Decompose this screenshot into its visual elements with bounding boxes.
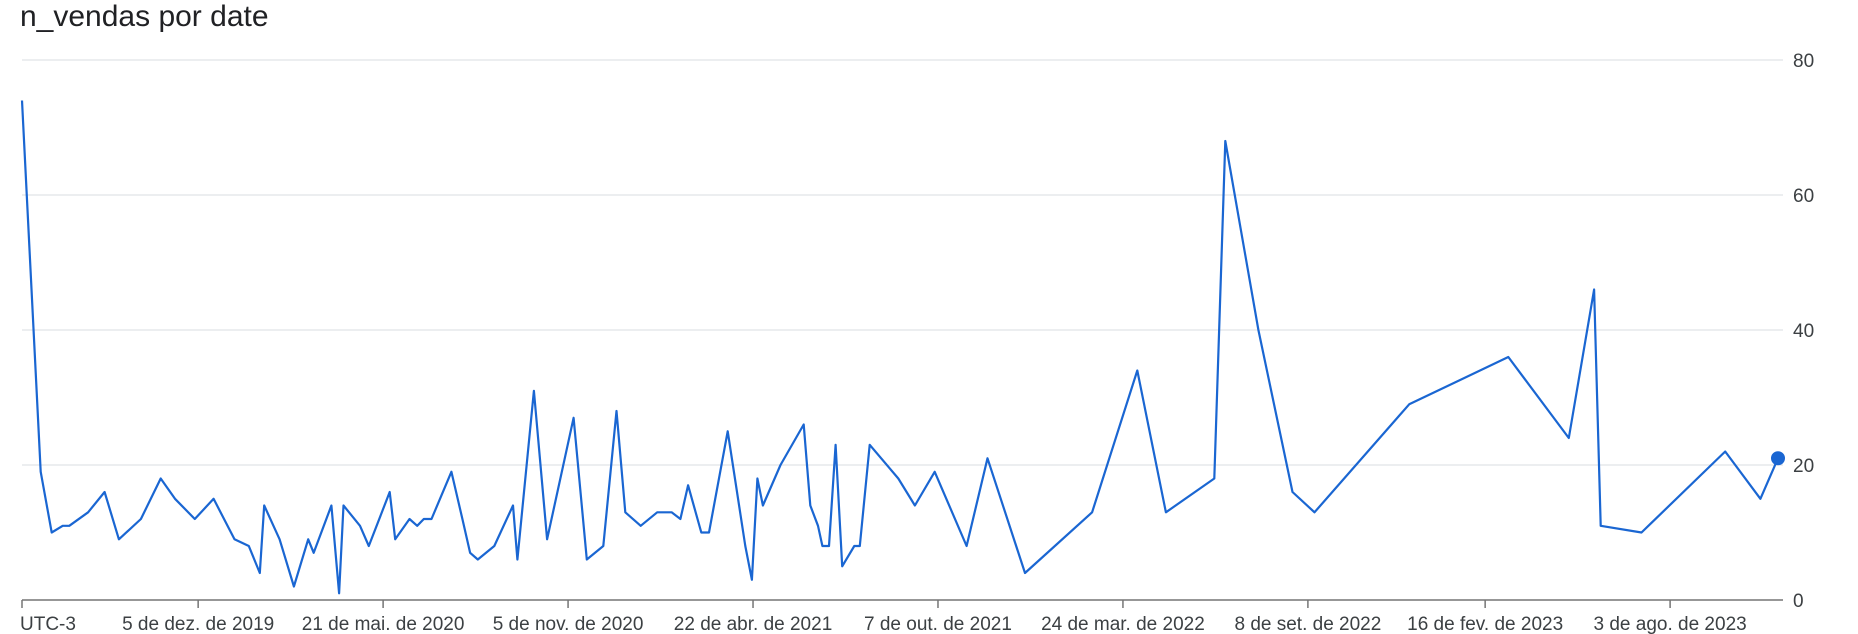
y-tick-label: 80	[1793, 51, 1814, 72]
x-tick-label: 5 de nov. de 2020	[493, 614, 644, 634]
x-tick-label: 22 de abr. de 2021	[674, 614, 832, 634]
last-point-marker[interactable]	[1771, 451, 1785, 466]
x-tick-label: 3 de ago. de 2023	[1594, 614, 1747, 634]
y-tick-label: 60	[1793, 186, 1814, 207]
x-tick-label: 5 de dez. de 2019	[122, 614, 274, 634]
x-tick-label: 16 de fev. de 2023	[1407, 614, 1563, 634]
x-tick-label: 7 de out. de 2021	[864, 614, 1012, 634]
timezone-label: UTC-3	[20, 614, 76, 634]
series-line	[20, 100, 1780, 595]
x-tick-label: 21 de mai. de 2020	[302, 614, 465, 634]
x-tick-label: 8 de set. de 2022	[1234, 614, 1381, 634]
chart-title: n_vendas por date	[20, 0, 269, 33]
x-tick-label: 24 de mar. de 2022	[1041, 614, 1205, 634]
y-tick-label: 20	[1793, 456, 1814, 477]
y-tick-label: 40	[1793, 321, 1814, 342]
y-tick-label: 0	[1793, 591, 1804, 612]
